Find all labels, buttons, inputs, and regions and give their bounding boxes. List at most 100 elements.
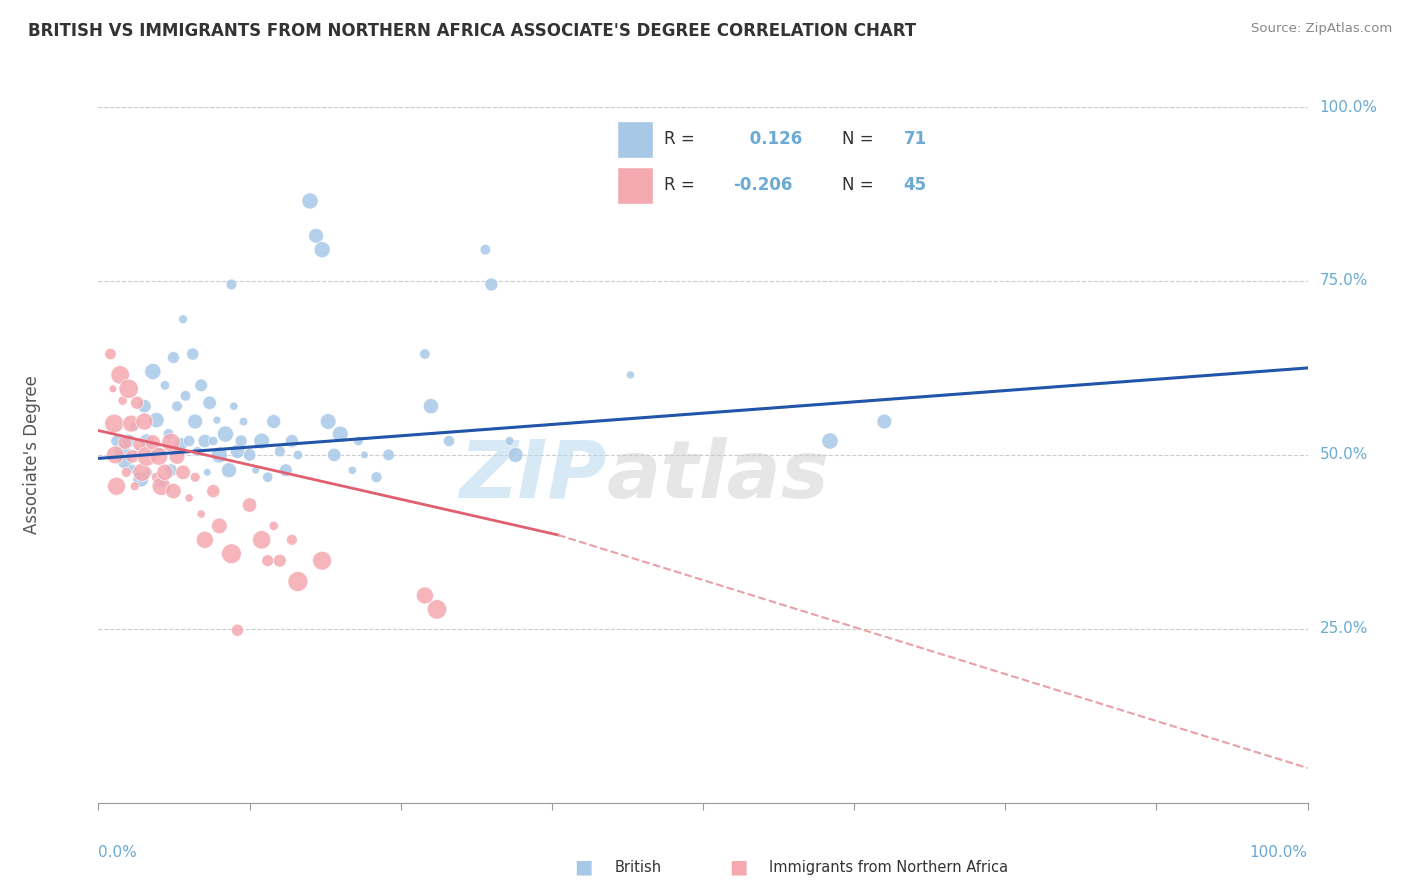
Point [121,462,143,476]
Point [153,378,176,392]
Point [250,434,273,448]
Point [177,491,201,505]
Point [232,415,254,429]
Point [198,396,221,410]
Text: 50.0%: 50.0% [1320,448,1368,462]
Text: atlas: atlas [606,437,830,515]
Point [287,574,309,589]
Point [131,466,153,480]
Point [111,444,134,458]
Point [505,448,527,462]
Text: N =: N = [842,176,873,194]
Point [329,427,352,442]
Point [194,434,217,448]
Point [157,427,180,442]
Bar [617,120,654,158]
Text: ■: ■ [728,857,748,877]
Point [229,434,252,448]
Text: British: British [614,860,662,874]
Point [208,448,231,462]
Point [218,463,240,477]
Point [269,444,291,458]
Point [184,415,207,429]
Point [342,463,364,477]
Point [873,415,896,429]
Point [208,519,231,533]
Point [148,444,170,458]
Point [134,399,156,413]
Point [256,554,278,568]
Text: ■: ■ [574,857,593,877]
Point [195,466,218,480]
Point [269,554,291,568]
Point [162,484,184,499]
Point [114,435,136,450]
Text: BRITISH VS IMMIGRANTS FROM NORTHERN AFRICA ASSOCIATE'S DEGREE CORRELATION CHART: BRITISH VS IMMIGRANTS FROM NORTHERN AFRI… [28,22,917,40]
Point [437,434,460,448]
Point [190,378,212,392]
Point [190,507,212,521]
Text: 25.0%: 25.0% [1320,622,1368,636]
Point [366,470,388,484]
Point [311,243,333,257]
Point [413,347,436,361]
Point [222,399,245,413]
Point [274,463,297,477]
Point [181,347,204,361]
Text: ZIP: ZIP [458,437,606,515]
Point [221,277,243,292]
Point [172,466,194,480]
Point [194,533,217,547]
Text: 45: 45 [904,176,927,194]
Point [481,277,503,292]
Text: Associate's Degree: Associate's Degree [22,376,41,534]
Text: 0.126: 0.126 [744,130,803,148]
Point [413,589,436,603]
Point [184,470,207,484]
Text: R =: R = [664,130,695,148]
Point [245,463,267,477]
Point [187,444,209,458]
Point [162,351,184,365]
Point [153,466,176,480]
Point [281,434,304,448]
Point [305,228,328,243]
Point [377,448,399,462]
Point [263,519,285,533]
Text: 0.0%: 0.0% [98,845,138,860]
Text: 71: 71 [904,130,927,148]
Point [281,533,304,547]
Point [250,533,273,547]
Point [142,435,165,450]
Point [121,450,143,464]
Point [148,450,170,464]
Point [263,415,285,429]
Point [818,434,841,448]
Point [474,243,496,257]
Point [145,470,167,484]
Point [214,427,236,442]
Point [135,434,157,448]
Point [172,312,194,326]
Point [239,448,262,462]
Point [118,382,141,396]
Point [226,624,249,638]
Point [160,463,183,477]
Point [135,450,157,464]
Point [169,437,191,451]
Text: Immigrants from Northern Africa: Immigrants from Northern Africa [769,860,1008,874]
Point [138,466,160,480]
Point [347,434,370,448]
Bar [617,167,654,203]
Point [177,434,201,448]
Point [202,484,225,499]
Text: 100.0%: 100.0% [1250,845,1308,860]
Point [426,602,449,616]
Point [150,479,173,493]
Point [298,194,321,208]
Point [239,498,262,512]
Text: Source: ZipAtlas.com: Source: ZipAtlas.com [1251,22,1392,36]
Point [127,444,149,458]
Point [323,448,346,462]
Point [100,347,122,361]
